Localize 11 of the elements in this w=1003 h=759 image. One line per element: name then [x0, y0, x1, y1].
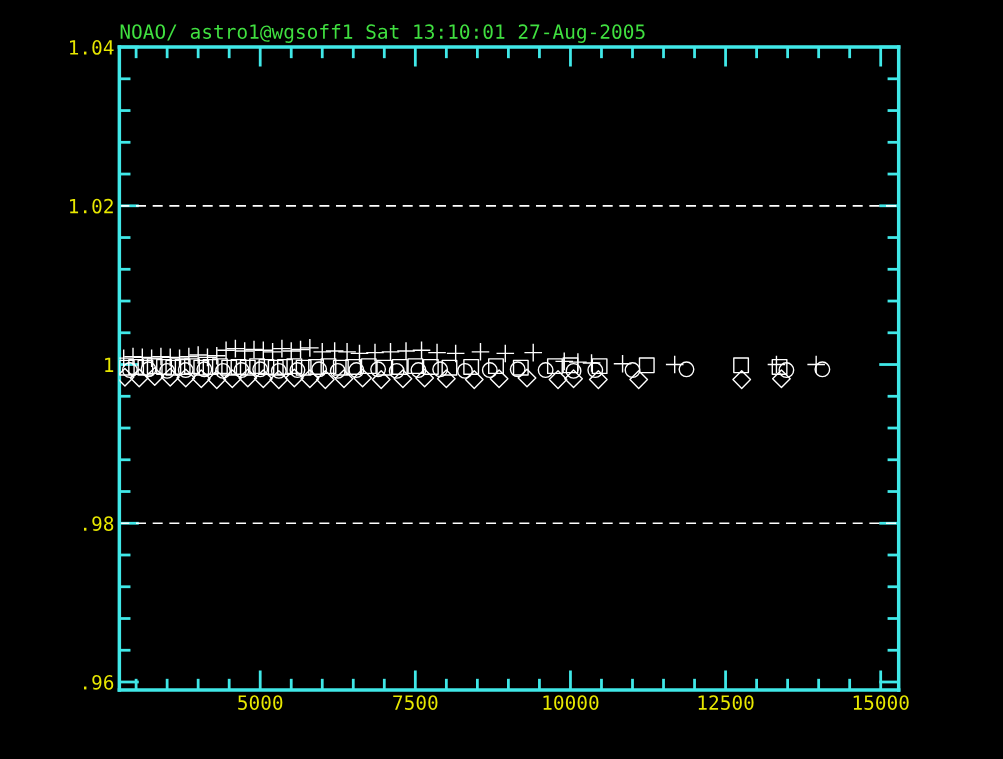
chart-title: NOAO/ astro1@wgsoff1 Sat 13:10:01 27-Aug-2005 — [120, 23, 645, 43]
y-tick-label: .98 — [84, 516, 114, 531]
y-tick-label: 1.04 — [70, 40, 114, 55]
x-tick-label: 12500 — [698, 695, 754, 710]
x-tick-label: 5000 — [238, 695, 283, 710]
y-tick-label: 1.02 — [70, 198, 113, 214]
x-tick-label: 15000 — [853, 695, 909, 710]
x-tick-label: 10000 — [543, 695, 599, 710]
x-tick-label: 7500 — [393, 695, 438, 710]
y-tick-label: .96 — [84, 675, 114, 690]
y-tick-label: 1 — [105, 357, 114, 372]
